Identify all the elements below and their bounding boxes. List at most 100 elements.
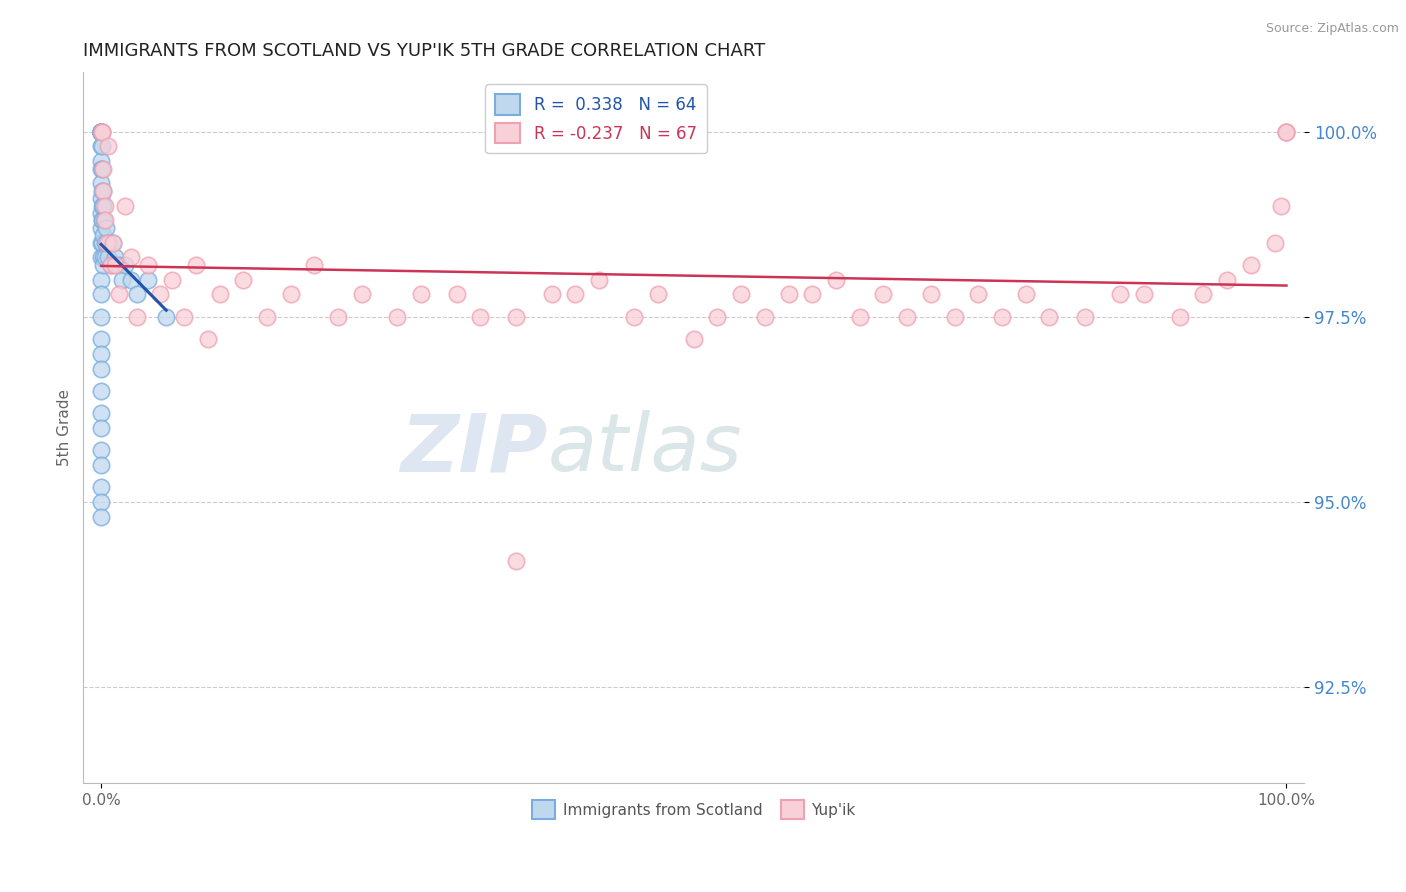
Point	[90, 184, 112, 198]
Point	[872, 287, 894, 301]
Point	[90, 406, 112, 420]
Point	[90, 125, 112, 139]
Point	[91, 125, 114, 139]
Point	[1074, 310, 1097, 324]
Point	[682, 332, 704, 346]
Point	[108, 287, 131, 301]
Point	[94, 220, 117, 235]
Point	[91, 213, 114, 227]
Y-axis label: 5th Grade: 5th Grade	[58, 389, 72, 467]
Point	[91, 161, 114, 176]
Point	[90, 273, 112, 287]
Point	[1216, 273, 1239, 287]
Point	[387, 310, 409, 324]
Text: atlas: atlas	[547, 410, 742, 488]
Text: ZIP: ZIP	[399, 410, 547, 488]
Point	[104, 251, 127, 265]
Point	[90, 235, 112, 250]
Point	[505, 554, 527, 568]
Point	[93, 199, 115, 213]
Point	[90, 125, 112, 139]
Point	[825, 273, 848, 287]
Point	[90, 251, 112, 265]
Point	[540, 287, 562, 301]
Point	[778, 287, 800, 301]
Point	[90, 125, 112, 139]
Point	[1168, 310, 1191, 324]
Point	[97, 251, 120, 265]
Point	[1240, 258, 1263, 272]
Point	[91, 184, 114, 198]
Point	[93, 258, 115, 272]
Point	[138, 273, 160, 287]
Legend: Immigrants from Scotland, Yup'ik: Immigrants from Scotland, Yup'ik	[526, 794, 862, 825]
Point	[90, 310, 112, 324]
Point	[160, 273, 183, 287]
Point	[91, 251, 114, 265]
Point	[197, 332, 219, 346]
Point	[1275, 125, 1298, 139]
Point	[173, 310, 195, 324]
Point	[848, 310, 870, 324]
Point	[90, 347, 112, 361]
Point	[706, 310, 728, 324]
Point	[801, 287, 824, 301]
Point	[104, 258, 127, 272]
Point	[470, 310, 492, 324]
Point	[114, 258, 136, 272]
Point	[754, 310, 776, 324]
Point	[505, 310, 527, 324]
Point	[1270, 199, 1292, 213]
Point	[93, 184, 115, 198]
Point	[90, 125, 112, 139]
Point	[90, 199, 112, 213]
Point	[90, 139, 112, 153]
Point	[1109, 287, 1132, 301]
Point	[100, 258, 122, 272]
Point	[280, 287, 302, 301]
Point	[1264, 235, 1286, 250]
Point	[93, 213, 115, 227]
Point	[90, 125, 112, 139]
Point	[90, 458, 112, 472]
Point	[90, 206, 112, 220]
Point	[90, 125, 112, 139]
Point	[155, 310, 177, 324]
Point	[90, 442, 112, 457]
Point	[90, 125, 112, 139]
Point	[120, 251, 142, 265]
Point	[1038, 310, 1060, 324]
Point	[94, 213, 117, 227]
Point	[91, 228, 114, 243]
Point	[125, 310, 148, 324]
Point	[90, 139, 112, 153]
Point	[90, 332, 112, 346]
Point	[90, 287, 112, 301]
Point	[90, 125, 112, 139]
Point	[90, 161, 112, 176]
Point	[208, 287, 231, 301]
Point	[623, 310, 645, 324]
Point	[125, 287, 148, 301]
Point	[93, 199, 115, 213]
Point	[328, 310, 350, 324]
Point	[90, 125, 112, 139]
Point	[1275, 125, 1298, 139]
Point	[90, 384, 112, 398]
Point	[138, 258, 160, 272]
Point	[91, 125, 114, 139]
Point	[446, 287, 468, 301]
Point	[1192, 287, 1215, 301]
Text: Source: ZipAtlas.com: Source: ZipAtlas.com	[1265, 22, 1399, 36]
Point	[97, 139, 120, 153]
Point	[90, 361, 112, 376]
Point	[896, 310, 918, 324]
Point	[100, 258, 122, 272]
Text: IMMIGRANTS FROM SCOTLAND VS YUP'IK 5TH GRADE CORRELATION CHART: IMMIGRANTS FROM SCOTLAND VS YUP'IK 5TH G…	[83, 42, 765, 60]
Point	[232, 273, 254, 287]
Point	[108, 258, 131, 272]
Point	[94, 251, 117, 265]
Point	[90, 125, 112, 139]
Point	[411, 287, 433, 301]
Point	[90, 220, 112, 235]
